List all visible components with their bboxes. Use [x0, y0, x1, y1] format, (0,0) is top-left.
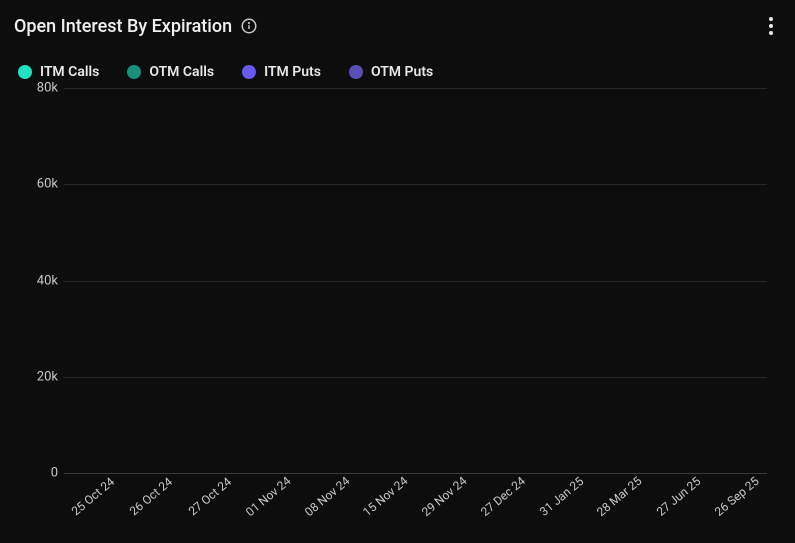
bar-group	[415, 88, 474, 473]
chart-legend: ITM Calls OTM Calls ITM Puts OTM Puts	[14, 42, 781, 88]
y-tick: 20k	[37, 369, 58, 384]
bar-group	[357, 88, 416, 473]
chart-area: 020k40k60k80k 25 Oct 2426 Oct 2427 Oct 2…	[14, 88, 781, 543]
x-tick: 01 Nov 24	[240, 473, 299, 543]
x-tick: 26 Oct 24	[123, 473, 182, 543]
y-axis: 020k40k60k80k	[14, 88, 64, 473]
plot-region	[64, 88, 767, 473]
bar-group	[298, 88, 357, 473]
bar-group	[533, 88, 592, 473]
x-tick: 15 Nov 24	[357, 473, 416, 543]
x-tick: 31 Jan 25	[533, 473, 592, 543]
legend-item-itm-calls[interactable]: ITM Calls	[18, 64, 99, 80]
bar-group	[240, 88, 299, 473]
panel-header: Open Interest By Expiration	[14, 10, 781, 42]
x-tick: 27 Jun 25	[650, 473, 709, 543]
menu-button[interactable]	[761, 16, 781, 36]
legend-label: ITM Calls	[40, 64, 99, 80]
bars-container	[64, 88, 767, 473]
bar-group	[123, 88, 182, 473]
bar-group	[181, 88, 240, 473]
x-tick: 25 Oct 24	[64, 473, 123, 543]
x-tick: 26 Sep 25	[708, 473, 767, 543]
chart-panel: Open Interest By Expiration ITM Calls OTM…	[0, 0, 795, 543]
legend-item-otm-puts[interactable]: OTM Puts	[349, 64, 433, 80]
y-tick: 40k	[37, 273, 58, 288]
x-axis: 25 Oct 2426 Oct 2427 Oct 2401 Nov 2408 N…	[64, 473, 767, 543]
info-icon[interactable]	[240, 17, 258, 35]
legend-item-otm-calls[interactable]: OTM Calls	[127, 64, 214, 80]
x-tick: 27 Oct 24	[181, 473, 240, 543]
y-tick: 60k	[37, 177, 58, 192]
bar-group	[64, 88, 123, 473]
legend-label: ITM Puts	[264, 64, 321, 80]
legend-label: OTM Calls	[149, 64, 214, 80]
bar-group	[650, 88, 709, 473]
legend-swatch	[349, 65, 363, 79]
legend-swatch	[127, 65, 141, 79]
legend-swatch	[18, 65, 32, 79]
x-tick: 28 Mar 25	[591, 473, 650, 543]
y-tick: 80k	[37, 81, 58, 96]
legend-swatch	[242, 65, 256, 79]
bar-group	[591, 88, 650, 473]
x-tick: 27 Dec 24	[474, 473, 533, 543]
legend-label: OTM Puts	[371, 64, 433, 80]
y-tick: 0	[51, 466, 58, 481]
bar-group	[474, 88, 533, 473]
bar-group	[708, 88, 767, 473]
x-tick: 08 Nov 24	[298, 473, 357, 543]
x-tick: 29 Nov 24	[415, 473, 474, 543]
panel-title: Open Interest By Expiration	[14, 16, 232, 37]
legend-item-itm-puts[interactable]: ITM Puts	[242, 64, 321, 80]
title-wrap: Open Interest By Expiration	[14, 16, 258, 37]
